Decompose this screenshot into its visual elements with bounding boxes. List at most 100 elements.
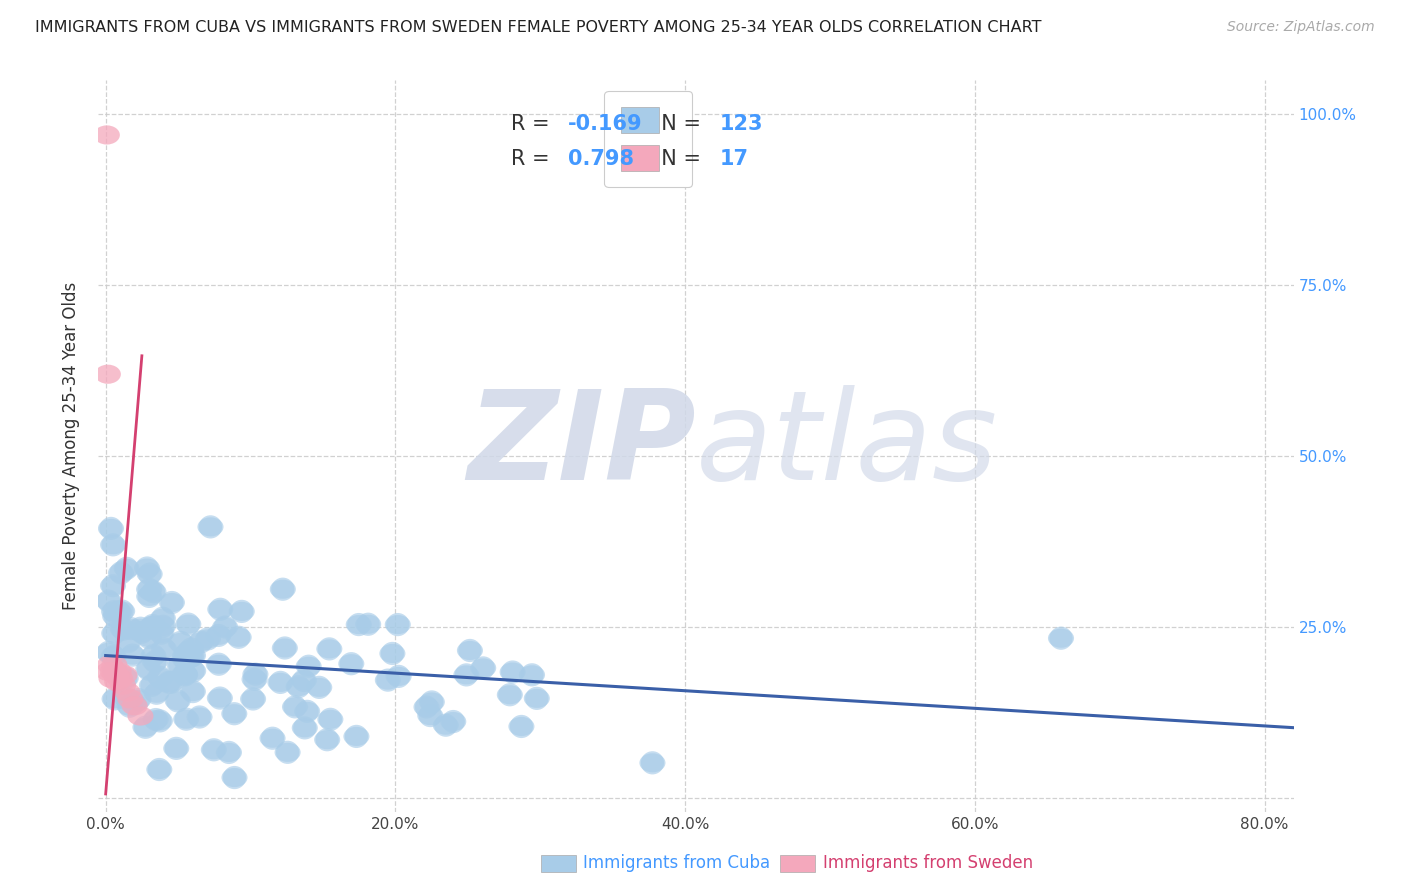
Ellipse shape: [139, 676, 165, 695]
Ellipse shape: [242, 670, 267, 689]
Ellipse shape: [172, 646, 198, 665]
Point: [499, 688, 522, 702]
Text: N =: N =: [648, 149, 707, 169]
Point: [458, 643, 481, 657]
Point: [318, 641, 340, 656]
Ellipse shape: [146, 711, 173, 731]
Point: [202, 743, 225, 757]
Ellipse shape: [129, 623, 155, 642]
Ellipse shape: [207, 599, 233, 619]
Ellipse shape: [174, 643, 201, 663]
Ellipse shape: [114, 682, 141, 702]
Point: [271, 582, 294, 597]
Point: [141, 620, 163, 634]
Point: [103, 649, 125, 664]
Ellipse shape: [524, 689, 550, 708]
Point: [118, 699, 141, 714]
Text: 123: 123: [720, 114, 763, 134]
Text: R =: R =: [510, 149, 555, 169]
Point: [188, 710, 211, 724]
Ellipse shape: [205, 626, 232, 645]
Ellipse shape: [314, 731, 340, 749]
Point: [142, 618, 165, 632]
Ellipse shape: [176, 615, 201, 633]
Point: [434, 718, 457, 732]
Point: [100, 521, 122, 535]
Point: [131, 625, 153, 640]
Point: [420, 695, 443, 709]
Ellipse shape: [385, 615, 411, 634]
Point: [228, 630, 250, 644]
Legend: , : ,: [605, 91, 692, 187]
Point: [308, 681, 330, 695]
Point: [122, 697, 145, 711]
Ellipse shape: [172, 665, 198, 683]
Text: ZIP: ZIP: [467, 385, 696, 507]
Ellipse shape: [217, 743, 242, 762]
Ellipse shape: [180, 661, 207, 681]
Point: [152, 611, 174, 625]
Text: Source: ZipAtlas.com: Source: ZipAtlas.com: [1227, 20, 1375, 34]
Ellipse shape: [180, 646, 207, 665]
Point: [145, 713, 167, 727]
Ellipse shape: [165, 691, 191, 710]
Ellipse shape: [110, 675, 136, 695]
Ellipse shape: [375, 671, 401, 690]
Point: [319, 712, 342, 726]
Point: [101, 538, 124, 552]
Ellipse shape: [225, 628, 252, 647]
Point: [520, 668, 543, 682]
Ellipse shape: [103, 662, 129, 681]
Ellipse shape: [101, 656, 128, 674]
Ellipse shape: [107, 669, 134, 688]
Ellipse shape: [141, 646, 166, 665]
Ellipse shape: [101, 647, 127, 666]
Ellipse shape: [188, 632, 214, 651]
Point: [141, 678, 163, 692]
Ellipse shape: [94, 126, 120, 145]
Ellipse shape: [143, 710, 169, 729]
Point: [1050, 631, 1073, 645]
Ellipse shape: [640, 753, 665, 772]
Ellipse shape: [146, 667, 173, 687]
Point: [166, 694, 188, 708]
Point: [284, 699, 307, 714]
Ellipse shape: [294, 702, 321, 721]
Point: [419, 708, 441, 723]
Point: [160, 675, 183, 690]
Point: [157, 675, 180, 690]
Point: [179, 649, 201, 664]
Ellipse shape: [419, 692, 444, 712]
Ellipse shape: [222, 768, 247, 787]
Ellipse shape: [141, 582, 166, 601]
Ellipse shape: [132, 718, 159, 737]
Point: [242, 692, 264, 706]
Point: [298, 659, 321, 673]
Point: [103, 626, 125, 640]
Point: [148, 763, 170, 777]
Point: [149, 670, 172, 684]
Ellipse shape: [413, 698, 440, 716]
Point: [104, 609, 127, 624]
Ellipse shape: [101, 690, 128, 708]
Point: [526, 691, 548, 706]
Ellipse shape: [167, 632, 194, 652]
Point: [111, 604, 134, 618]
Ellipse shape: [271, 639, 298, 657]
FancyBboxPatch shape: [541, 855, 576, 872]
Ellipse shape: [221, 704, 247, 723]
Ellipse shape: [163, 739, 190, 758]
Ellipse shape: [100, 576, 127, 595]
Point: [152, 619, 174, 633]
Ellipse shape: [117, 697, 142, 715]
Ellipse shape: [291, 671, 316, 690]
Ellipse shape: [115, 632, 142, 651]
Ellipse shape: [110, 620, 136, 639]
Point: [169, 658, 191, 673]
Point: [269, 675, 291, 690]
Text: IMMIGRANTS FROM CUBA VS IMMIGRANTS FROM SWEDEN FEMALE POVERTY AMONG 25-34 YEAR O: IMMIGRANTS FROM CUBA VS IMMIGRANTS FROM …: [35, 20, 1042, 35]
Ellipse shape: [418, 706, 443, 725]
Point: [138, 582, 160, 597]
Ellipse shape: [318, 710, 343, 729]
Ellipse shape: [240, 690, 266, 708]
